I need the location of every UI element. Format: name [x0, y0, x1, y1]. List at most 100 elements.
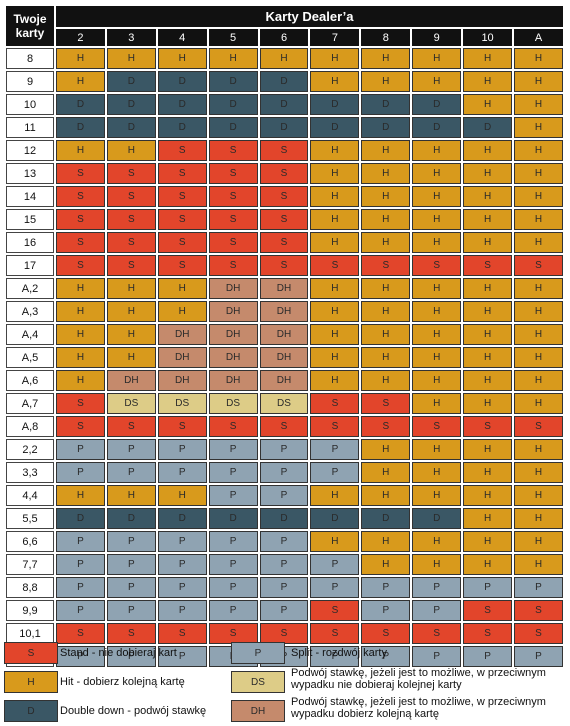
action-cell: H	[310, 324, 360, 345]
action-cell: H	[157, 301, 207, 322]
action-cell: S	[157, 255, 207, 276]
action-cell: P	[514, 577, 563, 598]
action-cell: S	[259, 186, 309, 207]
player-hand-label: 3,3	[6, 462, 54, 483]
action-cell: S	[514, 600, 563, 621]
action-cell: H	[361, 324, 411, 345]
action-cell: D	[157, 94, 207, 115]
action-cell: S	[157, 140, 207, 161]
action-cell: S	[56, 209, 105, 230]
action-cell: S	[514, 416, 563, 437]
action-cell: H	[106, 485, 156, 506]
action-cell: DH	[208, 347, 258, 368]
action-cell: DH	[259, 347, 309, 368]
dealer-card-header: 9	[412, 29, 462, 46]
action-cell: S	[106, 163, 156, 184]
action-cell: H	[463, 94, 513, 115]
action-cell: H	[463, 48, 513, 69]
action-cell: H	[56, 140, 105, 161]
action-cell: D	[361, 508, 411, 529]
action-cell: H	[412, 140, 462, 161]
action-cell: P	[412, 577, 462, 598]
action-cell: P	[361, 577, 411, 598]
action-cell: DS	[106, 393, 156, 414]
action-cell: H	[310, 370, 360, 391]
action-cell: H	[514, 94, 563, 115]
action-cell: S	[208, 140, 258, 161]
action-cell: P	[157, 462, 207, 483]
action-cell: S	[56, 393, 105, 414]
action-cell: S	[310, 393, 360, 414]
action-cell: H	[56, 48, 105, 69]
action-cell: H	[361, 48, 411, 69]
action-cell: P	[56, 600, 105, 621]
action-cell: P	[514, 646, 563, 667]
table-row: 2,2 P P P P P P H H H H	[6, 439, 563, 460]
action-cell: P	[259, 439, 309, 460]
table-row: 14 S S S S S H H H H H	[6, 186, 563, 207]
action-cell: H	[361, 71, 411, 92]
action-cell: P	[56, 439, 105, 460]
action-cell: P	[259, 531, 309, 552]
dealer-card-header: A	[514, 29, 563, 46]
action-cell: H	[310, 232, 360, 253]
table-row: 10 D D D D D D D D H H	[6, 94, 563, 115]
action-cell: P	[361, 646, 411, 667]
action-cell: P	[310, 554, 360, 575]
action-cell: H	[157, 278, 207, 299]
action-cell: D	[361, 94, 411, 115]
action-cell: H	[106, 301, 156, 322]
table-row: 11 D D D D D D D D D H	[6, 117, 563, 138]
action-cell: S	[106, 255, 156, 276]
action-cell: P	[56, 554, 105, 575]
action-cell: H	[310, 163, 360, 184]
action-cell: H	[106, 347, 156, 368]
legend-text-stand: Stand - nie dobieraj kart	[60, 647, 177, 659]
action-cell: H	[514, 232, 563, 253]
action-cell: P	[106, 646, 156, 667]
action-cell: S	[106, 232, 156, 253]
action-cell: H	[514, 347, 563, 368]
action-cell: H	[310, 186, 360, 207]
table-row: A,8 S S S S S S S S S S	[6, 416, 563, 437]
legend-swatch-hit: H	[4, 671, 58, 693]
action-cell: H	[106, 140, 156, 161]
table-row: 5,5 D D D D D D D D H H	[6, 508, 563, 529]
action-cell: D	[361, 117, 411, 138]
action-cell: H	[412, 209, 462, 230]
player-hand-label: 7,7	[6, 554, 54, 575]
legend-swatch-double-hit: DH	[231, 700, 285, 722]
action-cell: P	[259, 485, 309, 506]
action-cell: H	[514, 508, 563, 529]
action-cell: P	[56, 646, 105, 667]
action-cell: H	[106, 324, 156, 345]
legend-swatch-double: D	[4, 700, 58, 722]
player-hand-label: 8,8	[6, 577, 54, 598]
action-cell: P	[106, 531, 156, 552]
action-cell: D	[259, 117, 309, 138]
player-hand-label: 12	[6, 140, 54, 161]
action-cell: S	[463, 416, 513, 437]
action-cell: DS	[157, 393, 207, 414]
action-cell: S	[56, 232, 105, 253]
action-cell: H	[463, 232, 513, 253]
action-cell: P	[208, 439, 258, 460]
action-cell: P	[106, 462, 156, 483]
dealer-card-header: 7	[310, 29, 360, 46]
action-cell: H	[463, 278, 513, 299]
action-cell: H	[463, 324, 513, 345]
action-cell: P	[208, 462, 258, 483]
action-cell: D	[412, 117, 462, 138]
table-row: A,2 H H H DH DH H H H H H	[6, 278, 563, 299]
player-hand-label: 10	[6, 94, 54, 115]
action-cell: DH	[208, 324, 258, 345]
action-cell: DH	[259, 370, 309, 391]
action-cell: P	[106, 554, 156, 575]
action-cell: H	[310, 301, 360, 322]
player-hand-label: A,3	[6, 301, 54, 322]
dealer-card-header: 8	[361, 29, 411, 46]
player-hand-label: 14	[6, 186, 54, 207]
legend-swatch-split: P	[231, 642, 285, 664]
legend-swatch-double-stand: DS	[231, 671, 285, 693]
